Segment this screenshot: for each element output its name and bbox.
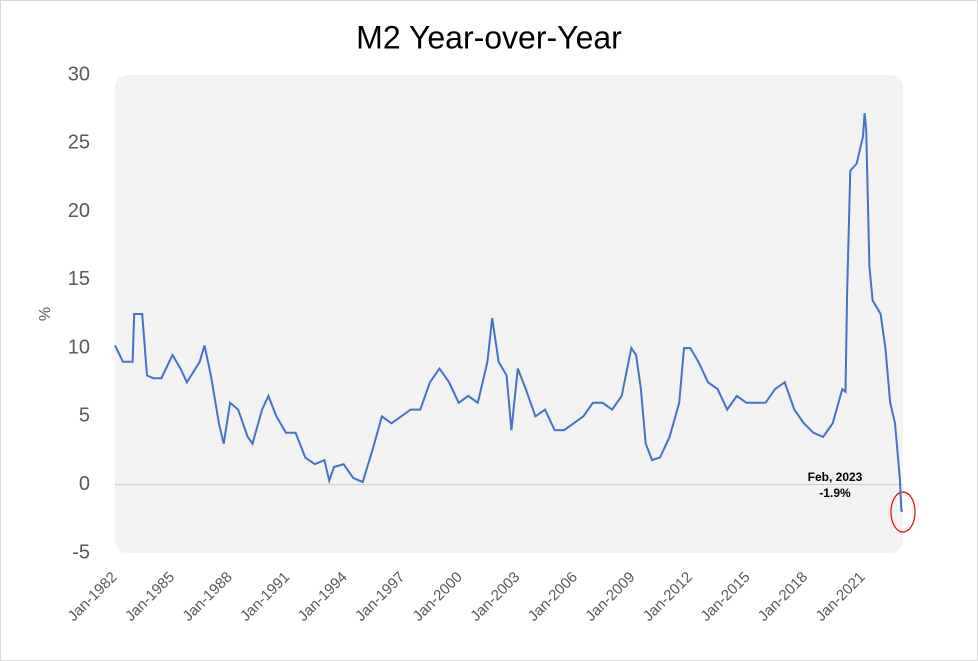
annotation: -1.9%	[819, 486, 851, 500]
y-tick-label: 5	[79, 405, 90, 427]
highlight-circle	[890, 491, 916, 533]
y-tick-label: 25	[68, 132, 90, 154]
y-tick-label: 20	[68, 200, 90, 222]
watermark-bg	[115, 75, 903, 553]
annotation: Feb, 2023	[808, 470, 863, 484]
y-tick-label: 0	[79, 473, 90, 495]
y-tick-label: -5	[72, 541, 90, 563]
y-tick-label: 30	[68, 63, 90, 85]
y-axis-label: %	[37, 307, 54, 321]
line	[114, 113, 903, 512]
y-tick-label: 15	[68, 268, 90, 290]
y-tick-label: 10	[68, 336, 90, 358]
chart-title: M2 Year-over-Year	[356, 19, 622, 55]
